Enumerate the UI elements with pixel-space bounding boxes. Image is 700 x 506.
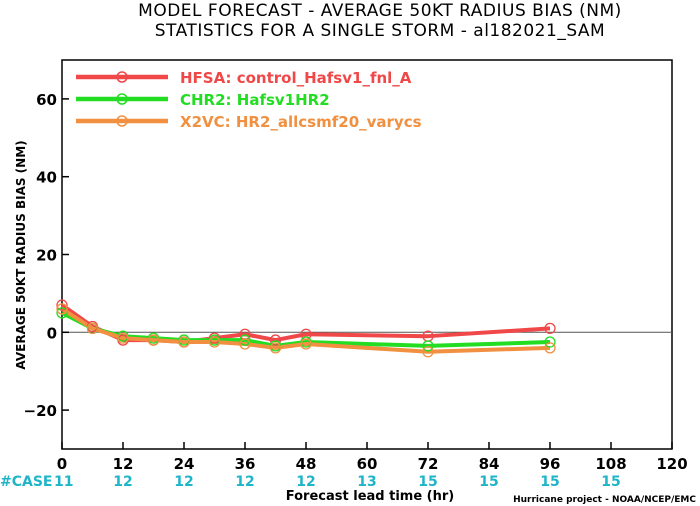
- data-point: [422, 340, 434, 352]
- case-count: 12: [235, 474, 254, 490]
- legend: HFSA: control_Hafsv1_fnl_A CHR2: Hafsv1HR…: [76, 69, 422, 131]
- data-point: [56, 303, 68, 315]
- case-count: 12: [296, 474, 315, 490]
- case-count: 12: [174, 474, 193, 490]
- y-tick-label: 20: [36, 247, 57, 265]
- x-tick-label: 0: [57, 455, 67, 473]
- x-tick-label: 24: [174, 455, 195, 473]
- x-tick-label: 96: [540, 455, 561, 473]
- x-axis-label: Forecast lead time (hr): [286, 489, 454, 504]
- data-point: [56, 307, 68, 319]
- series-line: [60, 307, 551, 354]
- data-point: [239, 334, 251, 346]
- data-point: [56, 299, 68, 311]
- data-point: [208, 336, 221, 348]
- y-tick-label: 60: [36, 91, 57, 109]
- y-tick-label: 0: [47, 324, 57, 342]
- data-point: [544, 336, 556, 348]
- case-count: 15: [540, 474, 559, 490]
- data-point: [422, 346, 434, 358]
- chart-title-line2: STATISTICS FOR A SINGLE STORM - al182021…: [155, 21, 605, 41]
- data-point: [86, 322, 99, 335]
- x-tick-label: 60: [357, 455, 378, 473]
- legend-entry: X2VC: HR2_allcsmf20_varycs: [180, 113, 422, 131]
- case-count: 15: [418, 474, 437, 490]
- x-tick-label: 72: [418, 455, 439, 473]
- case-count: 13: [357, 474, 376, 490]
- data-point: [117, 332, 129, 344]
- data-point: [239, 338, 251, 350]
- x-tick-label: 108: [595, 455, 626, 473]
- case-count: 15: [601, 474, 620, 490]
- case-count: 11: [54, 474, 73, 490]
- legend-marker: [116, 71, 128, 83]
- x-tick-label: 120: [656, 455, 687, 473]
- data-point: [544, 322, 556, 335]
- credit-text: Hurricane project - NOAA/NCEP/EMC: [513, 495, 696, 505]
- case-count: 15: [479, 474, 498, 490]
- chart-title-line1: MODEL FORECAST - AVERAGE 50KT RADIUS BIA…: [138, 1, 622, 21]
- data-point: [269, 342, 282, 354]
- y-axis-ticks: −20 0 20 40 60: [24, 91, 69, 420]
- legend-entry: CHR2: Hafsv1HR2: [180, 91, 330, 109]
- data-point: [147, 334, 160, 346]
- y-tick-label: 40: [36, 169, 57, 187]
- case-counts: 11 12 12 12 12 13 15 15 15 15: [54, 474, 621, 490]
- legend-marker: [116, 115, 128, 127]
- x-tick-label: 84: [479, 455, 500, 473]
- legend-marker: [116, 93, 128, 105]
- x-axis-ticks: 0 12 24 36 48 60 72 84 96 108 120: [57, 442, 688, 473]
- x-tick-label: 48: [296, 455, 317, 473]
- data-point: [178, 336, 190, 348]
- data-point: [544, 342, 556, 354]
- case-count: 12: [113, 474, 132, 490]
- x-tick-label: 36: [235, 455, 256, 473]
- data-point: [300, 338, 312, 350]
- data-point: [269, 334, 282, 346]
- y-axis-label: AVERAGE 50KT RADIUS BIAS (NM): [14, 140, 28, 369]
- series-layer: [56, 299, 556, 358]
- x-tick-label: 12: [113, 455, 134, 473]
- case-label: #CASE: [0, 474, 53, 490]
- y-tick-label: −20: [24, 402, 57, 420]
- legend-entry: HFSA: control_Hafsv1_fnl_A: [180, 69, 412, 87]
